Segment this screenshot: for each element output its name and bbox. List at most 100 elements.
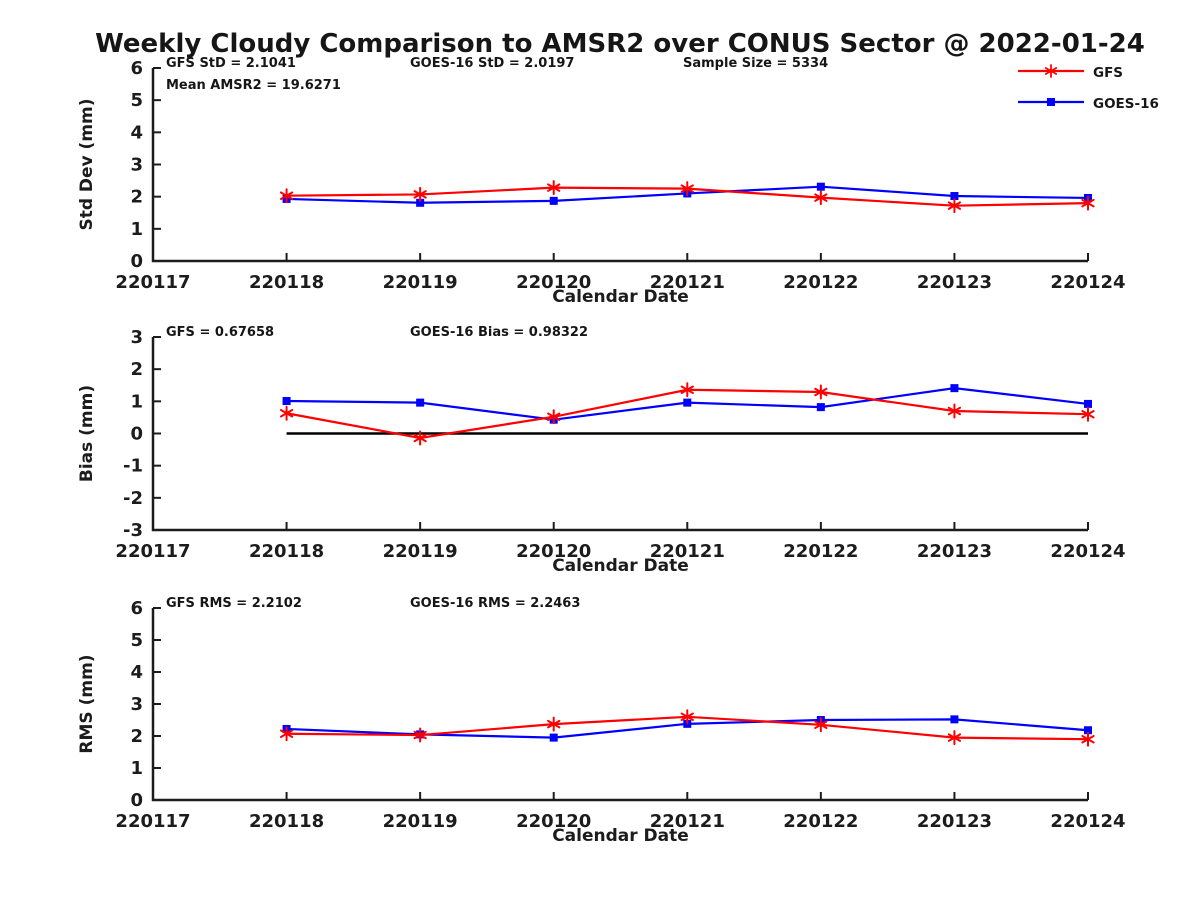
y-tick-label: 1 (130, 219, 143, 240)
legend-label-gfs: GFS (1093, 65, 1124, 81)
x-tick-label: 220123 (917, 541, 992, 562)
goes-16-marker (950, 192, 959, 201)
gfs-marker (1081, 731, 1095, 747)
y-tick-label: -3 (123, 520, 143, 541)
x-tick-label: 220121 (650, 541, 725, 562)
x-tick-label: 220117 (115, 272, 190, 293)
stat-annotation: GOES-16 RMS = 2.2463 (410, 596, 580, 611)
x-tick-label: 220122 (783, 541, 858, 562)
x-tick-label: 220121 (650, 272, 725, 293)
y-tick-label: 5 (130, 90, 143, 111)
gfs-marker (547, 409, 561, 425)
x-tick-label: 220119 (383, 272, 458, 293)
x-tick-label: 220118 (249, 811, 324, 832)
goes-16-marker (549, 196, 558, 205)
goes-16-marker (816, 182, 825, 191)
figure-title: Weekly Cloudy Comparison to AMSR2 over C… (95, 29, 1145, 59)
x-tick-label: 220118 (249, 272, 324, 293)
y-axis-label: RMS (mm) (77, 654, 97, 753)
legend: GFS GOES-16 (1016, 63, 1159, 114)
gfs-marker (947, 403, 962, 419)
subplot-rms: 0 1 2 3 4 5 6 220117 220118 220119 220120 220121 220… (77, 596, 1126, 846)
y-axis-label: Bias (mm) (77, 385, 97, 482)
goes-16-marker (816, 403, 825, 412)
gfs-marker (279, 405, 294, 421)
x-tick-label: 220117 (115, 811, 190, 832)
x-tick-label: 220119 (383, 541, 458, 562)
gfs-marker (413, 727, 427, 743)
stat-annotation: GOES-16 Bias = 0.98322 (410, 325, 588, 340)
gfs-marker (680, 181, 694, 197)
x-tick-label: 220124 (1050, 811, 1125, 832)
goes-16-marker (1084, 726, 1092, 735)
x-axis-label: Calendar Date (552, 287, 689, 307)
x-tick-label: 220122 (783, 272, 858, 293)
goes-16-marker (1084, 399, 1092, 408)
y-tick-label: 4 (130, 662, 143, 683)
gfs-marker (279, 726, 294, 742)
goes-16-marker (416, 198, 425, 207)
y-tick-label: 2 (130, 359, 143, 380)
gfs-marker (814, 717, 828, 733)
gfs-marker (1081, 195, 1095, 211)
stat-annotation: Mean AMSR2 = 19.6271 (166, 78, 341, 93)
stat-annotation: GOES-16 StD = 2.0197 (410, 56, 574, 71)
gfs-line-swatch (1016, 63, 1086, 83)
legend-asterisk-marker (1044, 64, 1058, 78)
y-tick-label: 2 (130, 187, 143, 208)
x-tick-label: 220124 (1050, 541, 1125, 562)
goes-16-marker (683, 398, 692, 407)
gfs-marker (814, 190, 828, 206)
goes-16-line-swatch (1016, 94, 1086, 114)
gfs-marker (547, 180, 561, 196)
subplot-std-dev: 0 1 2 3 4 5 6 220117 220118 220119 220120 220121 220… (77, 56, 1126, 307)
legend-item-goes-16: GOES-16 (1016, 94, 1159, 114)
y-tick-label: 0 (130, 424, 143, 445)
legend-square-marker (1047, 98, 1055, 106)
gfs-marker (279, 188, 294, 204)
y-tick-label: 1 (130, 758, 143, 779)
y-tick-label: 5 (130, 630, 143, 651)
x-tick-label: 220121 (650, 811, 725, 832)
x-tick-label: 220122 (783, 811, 858, 832)
goes-16-marker (950, 384, 959, 393)
goes-16-marker (549, 733, 558, 742)
gfs-marker (680, 382, 694, 398)
y-tick-label: 6 (130, 58, 143, 79)
stat-annotation: GFS = 0.67658 (166, 325, 274, 340)
legend-item-gfs: GFS (1016, 63, 1159, 83)
stat-annotation: Sample Size = 5334 (683, 56, 828, 71)
stat-annotation: GFS RMS = 2.2102 (166, 596, 302, 611)
legend-label-goes-16: GOES-16 (1093, 96, 1159, 112)
x-axis-label: Calendar Date (552, 556, 689, 576)
y-tick-label: 0 (130, 251, 143, 272)
goes-16-marker (282, 397, 291, 406)
x-tick-label: 220119 (383, 811, 458, 832)
x-tick-label: 220124 (1050, 272, 1125, 293)
y-tick-label: 0 (130, 790, 143, 811)
gfs-marker (947, 198, 962, 214)
goes-16-marker (950, 715, 959, 724)
y-tick-label: 6 (130, 598, 143, 619)
gfs-marker (413, 430, 427, 446)
y-tick-label: 3 (130, 327, 143, 348)
x-tick-label: 220118 (249, 541, 324, 562)
gfs-marker (547, 716, 561, 732)
gfs-marker (947, 730, 962, 746)
x-tick-label: 220117 (115, 541, 190, 562)
stat-annotation: GFS StD = 2.1041 (166, 56, 296, 71)
gfs-marker (814, 384, 828, 400)
axis-spine (151, 68, 1088, 263)
gfs-marker (680, 709, 694, 725)
y-tick-label: 2 (130, 726, 143, 747)
y-tick-label: 4 (130, 122, 143, 143)
x-tick-label: 220120 (516, 541, 591, 562)
y-tick-label: 3 (130, 694, 143, 715)
gfs-marker (413, 186, 427, 202)
x-tick-label: 220123 (917, 272, 992, 293)
y-tick-label: -2 (123, 488, 143, 509)
y-tick-label: -1 (123, 456, 143, 477)
y-tick-label: 1 (130, 391, 143, 412)
